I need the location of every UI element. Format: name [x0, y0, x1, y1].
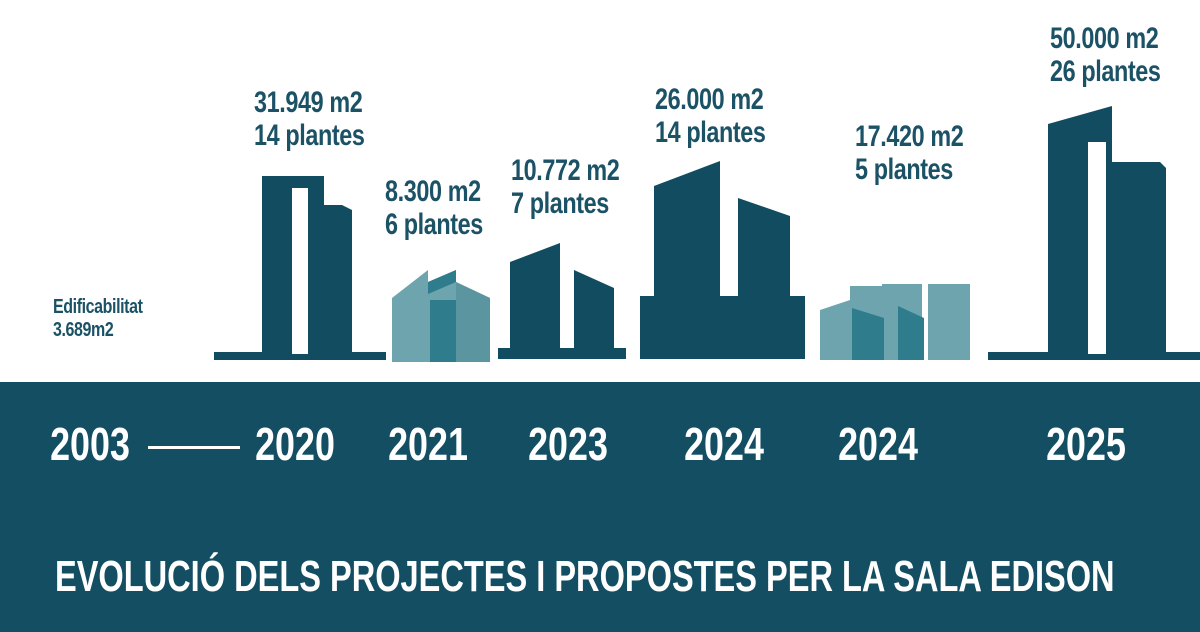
label-2024-a: 26.000 m2 14 plantes — [655, 83, 766, 149]
label-2020: 31.949 m2 14 plantes — [254, 86, 365, 152]
building-2023 — [498, 243, 626, 359]
building-2025 — [988, 106, 1200, 360]
label-2024-b: 17.420 m2 5 plantes — [855, 120, 964, 186]
label-2003-line1: Edificabilitat — [53, 296, 143, 318]
year-2024-a: 2024 — [684, 418, 764, 470]
year-2021: 2021 — [388, 418, 468, 470]
label-2025-floors: 26 plantes — [1050, 55, 1161, 88]
label-2024-b-floors: 5 plantes — [855, 153, 953, 186]
label-2021: 8.300 m2 6 plantes — [385, 175, 483, 241]
label-2023: 10.772 m2 7 plantes — [511, 154, 620, 220]
label-2023-area: 10.772 m2 — [511, 154, 620, 187]
label-2025: 50.000 m2 26 plantes — [1050, 22, 1161, 88]
label-2024-a-area: 26.000 m2 — [655, 83, 764, 116]
label-2025-area: 50.000 m2 — [1050, 22, 1159, 55]
building-2024-b — [820, 284, 970, 360]
year-2003: 2003 — [50, 418, 130, 470]
label-2021-floors: 6 plantes — [385, 208, 483, 241]
label-2024-a-floors: 14 plantes — [655, 116, 766, 149]
timeline-band — [0, 382, 1200, 632]
label-2021-area: 8.300 m2 — [385, 175, 481, 208]
year-2024-b: 2024 — [838, 418, 918, 470]
year-2025: 2025 — [1046, 418, 1126, 470]
year-2023: 2023 — [528, 418, 608, 470]
label-2003: Edificabilitat 3.689m2 — [53, 296, 143, 342]
building-2021 — [392, 270, 490, 362]
label-2024-b-area: 17.420 m2 — [855, 120, 964, 153]
label-2020-area: 31.949 m2 — [254, 86, 363, 119]
year-2020: 2020 — [255, 418, 335, 470]
building-2024-a — [640, 161, 805, 359]
label-2023-floors: 7 plantes — [511, 187, 609, 220]
footer-title: EVOLUCIÓ DELS PROJECTES I PROPOSTES PER … — [55, 552, 1115, 601]
building-2020 — [214, 176, 386, 360]
label-2003-line2: 3.689m2 — [53, 319, 114, 341]
label-2020-floors: 14 plantes — [254, 119, 365, 152]
timeline-connector — [148, 446, 240, 449]
